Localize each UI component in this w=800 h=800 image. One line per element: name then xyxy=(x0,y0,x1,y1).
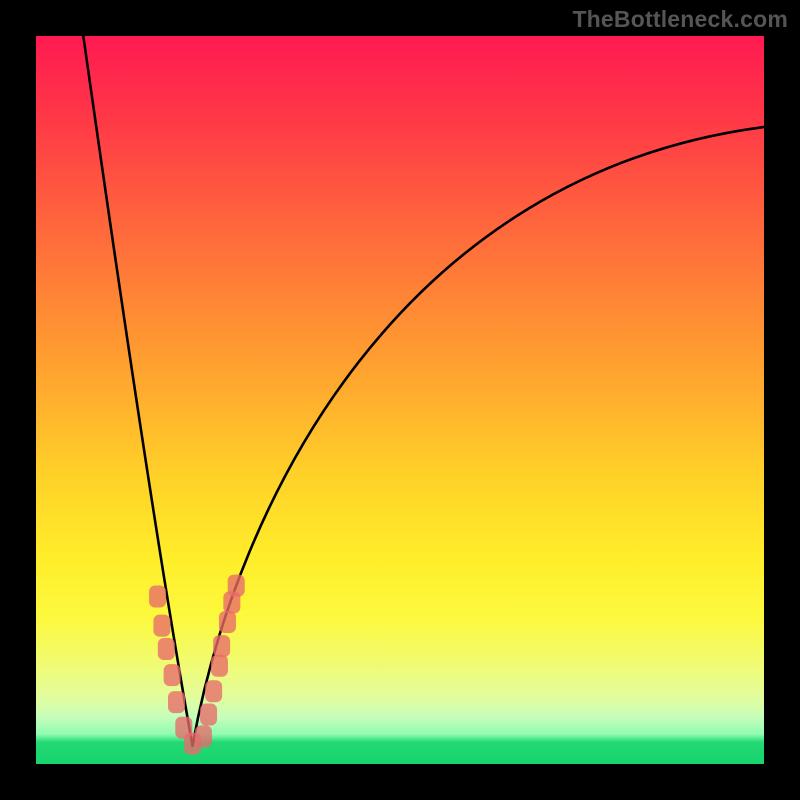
watermark-text: TheBottleneck.com xyxy=(572,6,788,33)
marker-point xyxy=(164,664,181,686)
marker-point xyxy=(168,691,185,713)
marker-point xyxy=(211,655,228,677)
marker-point xyxy=(153,615,170,637)
curve-layer xyxy=(36,36,764,764)
marker-point xyxy=(200,703,217,725)
plot-area xyxy=(36,36,764,764)
curve-left-branch xyxy=(83,36,192,746)
marker-point xyxy=(228,575,245,597)
marker-point xyxy=(205,680,222,702)
marker-point xyxy=(213,635,230,657)
marker-point xyxy=(158,638,175,660)
marker-group xyxy=(149,575,245,755)
curve-right-branch xyxy=(193,127,764,746)
chart-root: TheBottleneck.com xyxy=(0,0,800,800)
marker-point xyxy=(219,611,236,633)
marker-point xyxy=(149,586,166,608)
marker-point xyxy=(195,725,212,747)
